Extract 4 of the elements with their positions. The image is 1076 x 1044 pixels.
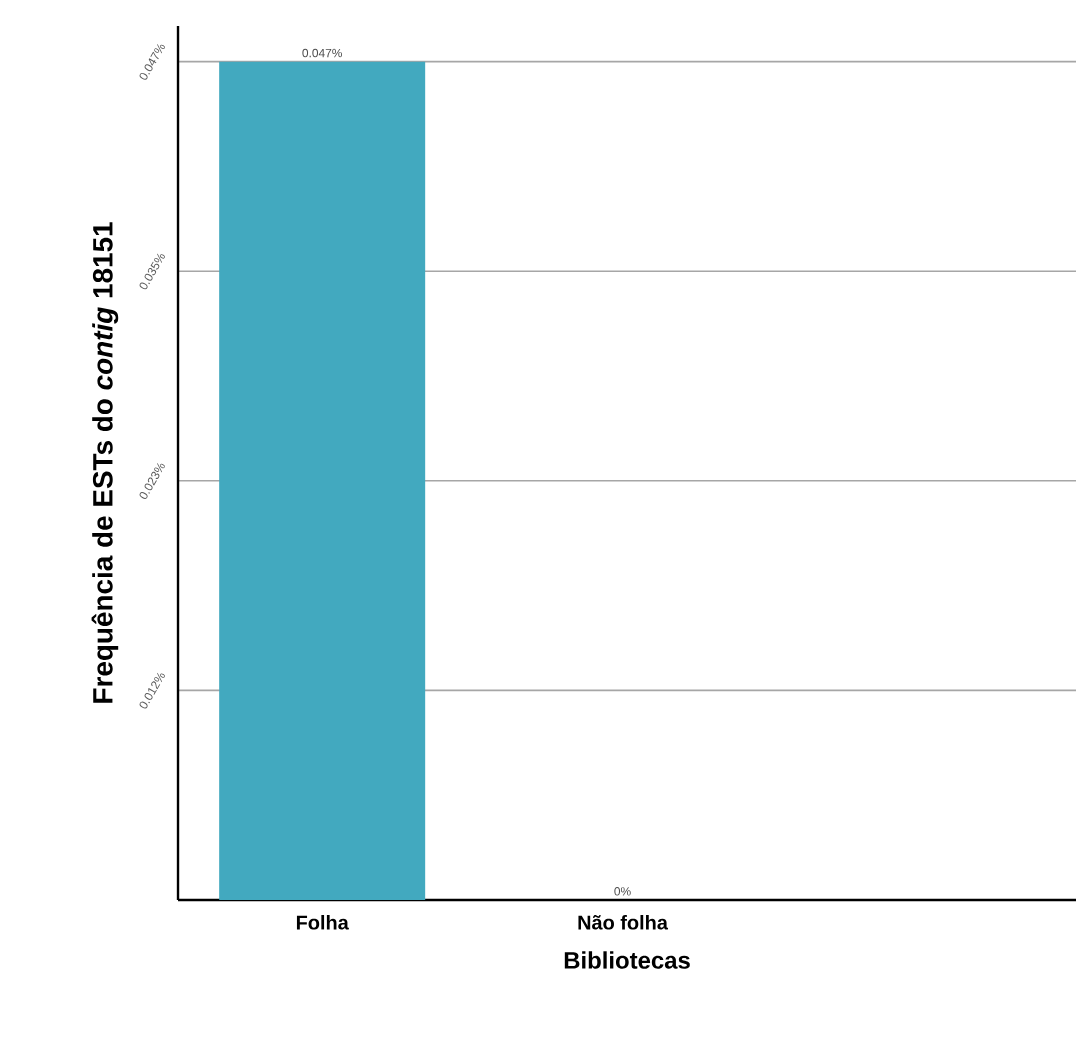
- y-axis-title: Frequência de ESTs do contig 18151: [91, 222, 119, 703]
- x-tick-label: Folha: [296, 914, 349, 930]
- x-axis-title: Bibliotecas: [564, 951, 690, 969]
- x-tick-label: Não folha: [578, 914, 669, 930]
